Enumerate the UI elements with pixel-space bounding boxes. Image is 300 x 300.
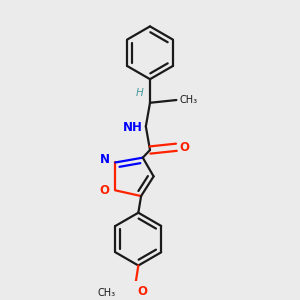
- Text: CH₃: CH₃: [98, 288, 116, 298]
- Text: N: N: [100, 153, 110, 166]
- Text: O: O: [100, 184, 110, 197]
- Text: NH: NH: [123, 121, 142, 134]
- Text: H: H: [135, 88, 143, 98]
- Text: O: O: [179, 141, 189, 154]
- Text: O: O: [137, 285, 147, 298]
- Text: CH₃: CH₃: [179, 95, 197, 105]
